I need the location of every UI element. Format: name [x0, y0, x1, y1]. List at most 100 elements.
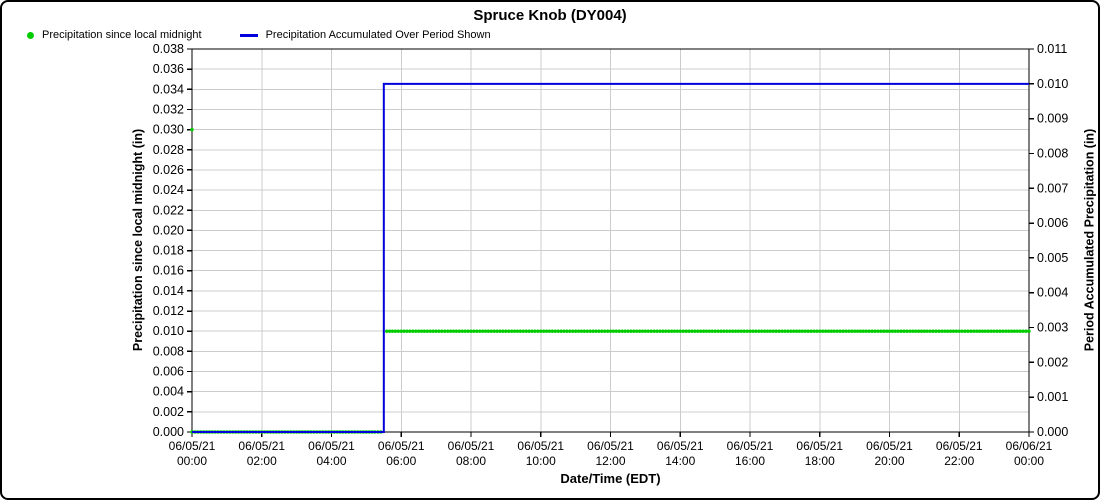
midnight-precip-dot: [823, 329, 828, 333]
midnight-precip-dot: [576, 329, 581, 333]
midnight-precip-dot: [841, 329, 845, 333]
y-left-tick-label: 0.020: [153, 223, 184, 237]
midnight-precip-dot: [591, 329, 595, 333]
midnight-precip-dot: [568, 329, 572, 333]
midnight-precip-dot: [919, 329, 924, 333]
y-left-tick-label: 0.000: [153, 425, 184, 439]
x-tick-label-time: 06:00: [386, 454, 416, 468]
midnight-precip-dot: [757, 329, 761, 333]
midnight-precip-dot: [762, 329, 767, 333]
midnight-precip-dot: [620, 329, 624, 333]
midnight-precip-dot: [562, 329, 566, 333]
midnight-precip-dot: [713, 329, 717, 333]
midnight-precip-dot: [1004, 329, 1008, 333]
midnight-precip-dot: [454, 329, 459, 333]
y-left-tick-label: 0.018: [153, 244, 184, 258]
x-tick-label-date: 06/06/21: [1006, 439, 1053, 453]
midnight-precip-dot: [518, 329, 523, 333]
midnight-precip-dot: [826, 329, 831, 333]
legend-item-accumulated-precip: Precipitation Accumulated Over Period Sh…: [239, 29, 491, 41]
midnight-precip-dot: [582, 329, 587, 333]
midnight-precip-dot: [446, 329, 450, 333]
midnight-precip-dot: [969, 329, 973, 333]
midnight-precip-dot: [727, 329, 732, 333]
midnight-precip-dot: [425, 329, 430, 333]
y-left-tick-label: 0.014: [153, 284, 184, 298]
midnight-precip-dot: [687, 329, 691, 333]
y-right-tick-label: 0.008: [1037, 146, 1068, 160]
x-tick-label-date: 06/05/21: [308, 439, 355, 453]
midnight-precip-dot: [940, 329, 944, 333]
y-left-tick-label: 0.030: [153, 123, 184, 137]
midnight-precip-dot: [408, 329, 412, 333]
y-right-tick-label: 0.006: [1037, 216, 1068, 230]
midnight-precip-dot: [559, 329, 563, 333]
midnight-precip-dot: [469, 329, 473, 333]
midnight-precip-dot: [541, 329, 546, 333]
midnight-precip-dot: [626, 329, 630, 333]
midnight-precip-dot: [486, 329, 491, 333]
midnight-precip-dot: [983, 329, 988, 333]
midnight-precip-dot: [655, 329, 659, 333]
midnight-precip-dot: [797, 329, 802, 333]
midnight-precip-dot: [844, 329, 848, 333]
midnight-precip-dot: [989, 329, 993, 333]
midnight-precip-dot: [786, 329, 790, 333]
midnight-precip-dot: [428, 329, 433, 333]
midnight-precip-dot: [597, 329, 601, 333]
midnight-precip-dot: [943, 329, 947, 333]
midnight-precip-dot: [416, 329, 421, 333]
midnight-precip-dot: [457, 329, 462, 333]
x-tick-label-time: 16:00: [735, 454, 765, 468]
y-left-tick-label: 0.016: [153, 264, 184, 278]
midnight-precip-dot: [675, 329, 680, 333]
midnight-precip-dot: [393, 329, 398, 333]
midnight-precip-dot: [986, 329, 991, 333]
midnight-precip-dot: [623, 329, 627, 333]
midnight-precip-dot: [800, 329, 805, 333]
midnight-precip-dot: [437, 329, 441, 333]
midnight-precip-dot: [632, 329, 636, 333]
midnight-precip-dot: [475, 329, 479, 333]
y-left-tick-label: 0.038: [153, 42, 184, 56]
midnight-precip-dot: [600, 329, 604, 333]
midnight-precip-dot: [899, 329, 903, 333]
midnight-precip-dot: [385, 329, 389, 333]
midnight-precip-dot: [396, 329, 401, 333]
midnight-precip-dot: [788, 329, 793, 333]
x-tick-label-date: 06/05/21: [517, 439, 564, 453]
midnight-precip-dot: [701, 329, 706, 333]
midnight-precip-dot: [605, 329, 610, 333]
y-left-tick-label: 0.036: [153, 62, 184, 76]
x-tick-label-time: 22:00: [944, 454, 974, 468]
y-left-tick-label: 0.002: [153, 405, 184, 419]
x-tick-label-date: 06/05/21: [238, 439, 285, 453]
midnight-precip-dot: [928, 329, 932, 333]
midnight-precip-dot: [954, 329, 959, 333]
midnight-precip-dot: [489, 329, 494, 333]
midnight-precip-dot: [585, 329, 589, 333]
x-tick-label-date: 06/05/21: [587, 439, 634, 453]
y-right-tick-label: 0.011: [1037, 42, 1067, 56]
midnight-precip-dot: [1027, 329, 1031, 333]
midnight-precip-dot: [768, 329, 773, 333]
midnight-precip-dot: [533, 329, 537, 333]
y-left-tick-label: 0.028: [153, 143, 184, 157]
midnight-precip-dot: [980, 329, 985, 333]
midnight-precip-dot: [637, 329, 642, 333]
legend-item-midnight-precip: Precipitation since local midnight: [27, 29, 202, 41]
midnight-precip-dot: [634, 329, 639, 333]
midnight-precip-dot: [571, 329, 575, 333]
midnight-precip-dot: [992, 329, 996, 333]
x-axis-title: Date/Time (EDT): [560, 471, 661, 486]
midnight-precip-dot: [838, 329, 842, 333]
y-right-tick-label: 0.004: [1037, 286, 1068, 300]
midnight-precip-dot: [664, 329, 668, 333]
midnight-precip-dot: [850, 329, 854, 333]
midnight-precip-dot: [629, 329, 633, 333]
midnight-precip-dot: [905, 329, 909, 333]
x-tick-label-date: 06/05/21: [866, 439, 913, 453]
midnight-precip-dot: [1024, 329, 1028, 333]
